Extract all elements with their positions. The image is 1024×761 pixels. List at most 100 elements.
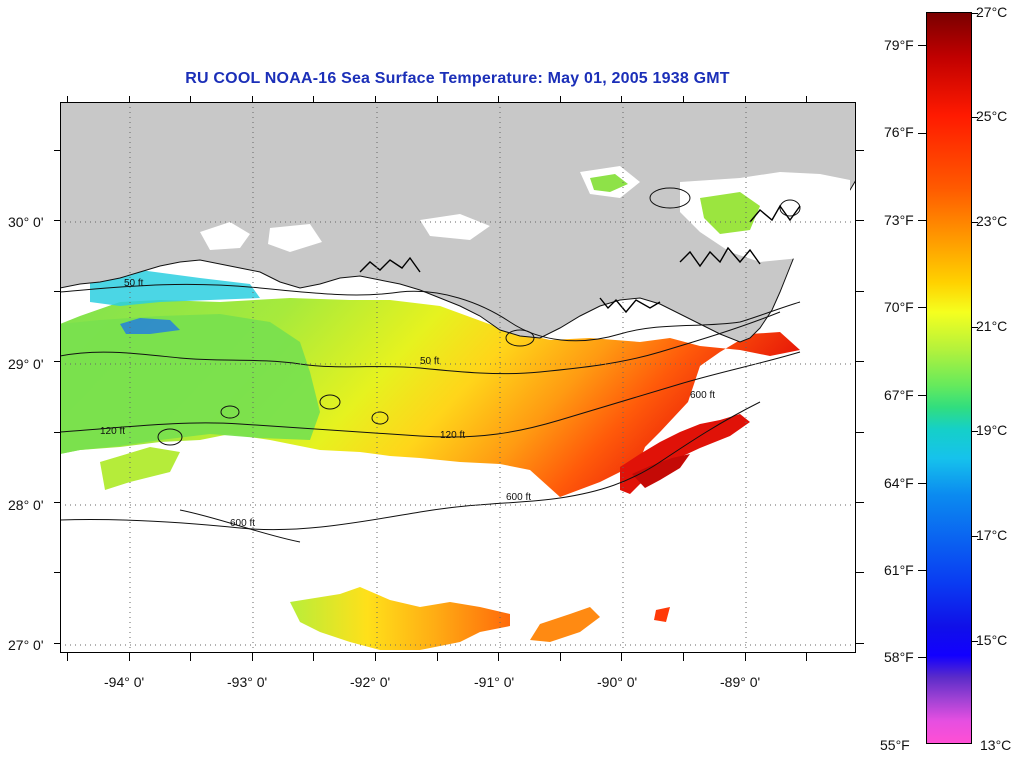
tick-mark: [745, 653, 746, 661]
tick-mark: [918, 307, 926, 308]
colorbar-c-label: 25°C: [976, 108, 1008, 124]
colorbar-f-label: 76°F: [884, 124, 914, 140]
tick-mark: [67, 653, 68, 661]
cloud-land-2: [268, 224, 322, 252]
lon-label-94: -94° 0': [104, 674, 145, 690]
sst-south-red: [654, 607, 670, 622]
cloud-land-3: [420, 214, 490, 240]
sst-south-west-patch: [100, 447, 180, 490]
cloud-land-5: [680, 172, 850, 262]
sst-south-patch: [290, 587, 510, 650]
colorbar-f-label: 58°F: [884, 649, 914, 665]
tick-mark: [918, 220, 926, 221]
sst-map: 50 ft 50 ft 120 ft 120 ft 600 ft 600 ft …: [60, 102, 856, 653]
tick-mark: [498, 653, 499, 661]
lat-label-27: 27° 0': [8, 637, 44, 653]
colorbar-c-label: 23°C: [976, 213, 1008, 229]
tick-mark: [856, 432, 864, 433]
lon-label-92: -92° 0': [350, 674, 391, 690]
colorbar-c-label: 27°C: [976, 4, 1008, 20]
tick-mark: [856, 361, 864, 362]
colorbar-f-label: 79°F: [884, 37, 914, 53]
lon-label-91: -91° 0': [474, 674, 515, 690]
isobath-label: 50 ft: [124, 278, 144, 289]
sst-bay-patch: [590, 174, 628, 192]
colorbar-f-label: 55°F: [880, 737, 910, 753]
tick-mark: [621, 653, 622, 661]
tick-mark: [313, 96, 314, 102]
tick-mark: [54, 643, 60, 644]
isobath-label: 600 ft: [690, 390, 715, 401]
tick-mark: [745, 96, 746, 102]
tick-mark: [972, 117, 978, 118]
tick-mark: [252, 653, 253, 661]
tick-mark: [972, 536, 978, 537]
tick-mark: [67, 96, 68, 102]
lat-label-29: 29° 0': [8, 356, 44, 372]
lat-label-30: 30° 0': [8, 214, 44, 230]
tick-mark: [437, 96, 438, 102]
tick-mark: [54, 361, 60, 362]
tick-mark: [54, 572, 60, 573]
isobath-label: 50 ft: [420, 356, 440, 367]
tick-mark: [918, 657, 926, 658]
coastline: [359, 204, 801, 314]
sst-nearshore-blue: [120, 318, 180, 334]
tick-mark: [972, 641, 978, 642]
tick-mark: [54, 502, 60, 503]
sst-nearshore-cool: [90, 270, 260, 306]
tick-mark: [560, 96, 561, 102]
colorbar-f-label: 61°F: [884, 562, 914, 578]
isobath-contours: [60, 187, 801, 543]
tick-mark: [972, 222, 978, 223]
lon-label-90: -90° 0': [597, 674, 638, 690]
map-frame: [60, 102, 856, 653]
cloud-land-1: [200, 222, 250, 250]
tick-mark: [683, 96, 684, 102]
tick-mark: [190, 653, 191, 661]
tick-mark: [498, 96, 499, 102]
tick-mark: [375, 653, 376, 661]
tick-mark: [856, 643, 864, 644]
tick-mark: [560, 653, 561, 661]
tick-mark: [918, 483, 926, 484]
tick-mark: [375, 96, 376, 102]
tick-mark: [313, 653, 314, 661]
sst-west-band: [60, 314, 320, 454]
sst-south-orange: [530, 607, 600, 642]
tick-mark: [856, 502, 864, 503]
tick-mark: [621, 96, 622, 102]
tick-mark: [54, 150, 60, 151]
tick-mark: [972, 13, 978, 14]
map-title: RU COOL NOAA-16 Sea Surface Temperature:…: [185, 70, 730, 87]
tick-mark: [54, 432, 60, 433]
colorbar-c-label: 13°C: [980, 737, 1012, 753]
colorbar-c-label: 21°C: [976, 318, 1008, 334]
colorbar-c-label: 19°C: [976, 422, 1008, 438]
colorbar-f-label: 73°F: [884, 212, 914, 228]
lon-label-93: -93° 0': [227, 674, 268, 690]
tick-mark: [918, 45, 926, 46]
tick-mark: [918, 395, 926, 396]
tick-mark: [252, 96, 253, 102]
colorbar-c-label: 17°C: [976, 527, 1008, 543]
tick-mark: [918, 570, 926, 571]
tick-mark: [54, 291, 60, 292]
colorbar-c-label: 15°C: [976, 632, 1008, 648]
isobath-label: 120 ft: [440, 430, 465, 441]
tick-mark: [129, 96, 130, 102]
tick-mark: [856, 572, 864, 573]
colorbar: [926, 12, 972, 744]
tick-mark: [190, 96, 191, 102]
tick-mark: [437, 653, 438, 661]
isobath-label: 600 ft: [230, 518, 255, 529]
colorbar-f-label: 64°F: [884, 475, 914, 491]
tick-mark: [129, 653, 130, 661]
tick-mark: [856, 150, 864, 151]
tick-mark: [806, 653, 807, 661]
tick-mark: [972, 431, 978, 432]
colorbar-f-label: 67°F: [884, 387, 914, 403]
lat-label-28: 28° 0': [8, 497, 44, 513]
tick-mark: [918, 133, 926, 134]
tick-mark: [683, 653, 684, 661]
